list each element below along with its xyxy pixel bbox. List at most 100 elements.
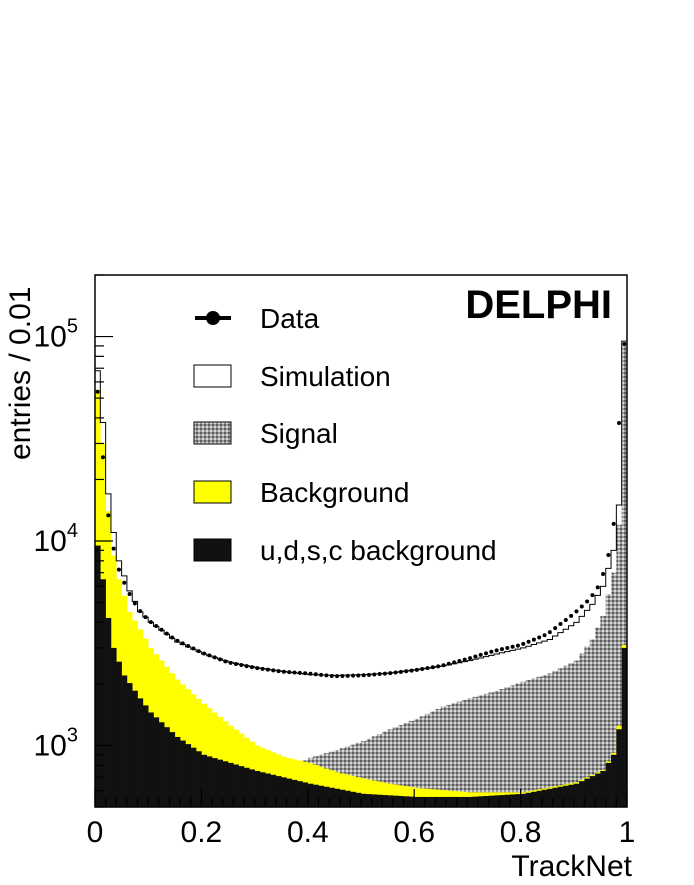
data-point	[494, 648, 499, 653]
udsc-background-bin	[478, 796, 484, 807]
y-axis: 103 104 105	[34, 274, 113, 808]
simulation-bin	[291, 672, 298, 807]
udsc-background-bin	[499, 795, 505, 807]
data-point	[159, 627, 164, 632]
data-point	[579, 604, 584, 609]
udsc-background-bin	[504, 794, 511, 807]
data-point	[186, 643, 191, 648]
legend-label: u,d,s,c background	[260, 535, 497, 566]
signal-bin	[536, 676, 543, 807]
signal-bin	[504, 687, 511, 807]
data-point	[319, 672, 324, 677]
udsc-background-bin	[536, 790, 543, 807]
udsc-background-bin	[174, 736, 181, 807]
signal-bin	[371, 736, 378, 807]
simulation-bin	[259, 668, 266, 807]
data-point	[276, 669, 281, 674]
signal-bin	[568, 663, 575, 807]
udsc-background-bin	[621, 647, 627, 807]
udsc-background-bin	[584, 778, 591, 807]
udsc-background-bin	[323, 786, 330, 807]
data-point	[547, 630, 552, 635]
data-point	[563, 617, 568, 622]
data-point	[228, 660, 233, 665]
udsc-background-bin	[451, 796, 458, 807]
data-point	[574, 609, 579, 614]
background-bin	[376, 781, 383, 807]
x-axis-title: TrackNet	[511, 850, 632, 883]
data-point	[265, 667, 270, 672]
data-point	[420, 667, 425, 672]
data-point	[345, 673, 350, 678]
udsc-background-bin	[233, 764, 239, 807]
udsc-background-bin	[153, 717, 160, 807]
udsc-background-bin	[515, 794, 521, 807]
signal-bin	[563, 665, 569, 807]
legend-swatch	[193, 421, 232, 445]
simulation-bin	[334, 675, 341, 807]
data-point	[515, 643, 520, 648]
udsc-background-bin	[605, 762, 612, 807]
signal-bin	[376, 734, 383, 807]
data-point	[132, 601, 137, 606]
data-point	[170, 635, 175, 640]
simulation-bin	[307, 674, 314, 807]
data-point	[366, 672, 371, 677]
udsc-background-bin	[430, 796, 436, 807]
signal-bin	[515, 683, 521, 807]
data-point	[340, 674, 345, 679]
data-point	[441, 663, 446, 668]
data-point	[606, 553, 611, 558]
udsc-background-bin	[350, 791, 356, 807]
background-bin	[366, 779, 372, 807]
data-point	[303, 671, 308, 676]
legend-data-marker	[206, 311, 220, 325]
signal-bin	[408, 720, 415, 807]
udsc-background-bin	[568, 784, 575, 807]
legend-item-open: Simulation	[193, 361, 391, 392]
udsc-background-bin	[228, 762, 234, 807]
signal-bin	[387, 729, 394, 807]
data-point	[239, 663, 244, 668]
udsc-background-bin	[456, 796, 463, 807]
legend-swatch	[193, 538, 232, 562]
data-point	[233, 661, 238, 666]
signal-bin	[361, 741, 367, 807]
data-point	[414, 667, 419, 672]
legend-item-hatched: Signal	[193, 418, 338, 449]
simulation-bin	[243, 665, 250, 807]
data-point	[335, 674, 340, 679]
simulation-bin	[254, 667, 261, 807]
udsc-background-bin	[196, 751, 202, 807]
data-point	[446, 661, 451, 666]
udsc-background-bin	[185, 744, 192, 807]
legend-swatch	[193, 480, 232, 504]
udsc-background-bin	[419, 796, 426, 807]
udsc-background-bin	[398, 796, 404, 807]
background-bin	[355, 777, 362, 807]
udsc-background-bin	[541, 789, 548, 807]
data-point	[425, 666, 430, 671]
data-point	[473, 654, 478, 659]
simulation-bin	[265, 669, 271, 807]
udsc-background-bin	[483, 796, 489, 807]
simulation-bin	[313, 674, 319, 807]
signal-bin	[366, 738, 372, 807]
udsc-background-bin	[563, 785, 569, 807]
signal-bin	[350, 744, 356, 807]
data-point	[377, 672, 382, 677]
data-point	[409, 668, 414, 673]
data-point	[207, 653, 212, 658]
data-point	[106, 513, 111, 518]
udsc-background-bin	[281, 777, 287, 807]
simulation-bin	[323, 675, 330, 807]
y-tick-label: 104	[34, 520, 79, 558]
signal-bin	[557, 668, 564, 807]
udsc-background-bin	[100, 579, 106, 807]
udsc-background-bin	[616, 729, 622, 807]
data-point	[223, 659, 228, 664]
data-point	[164, 631, 169, 636]
data-point	[569, 613, 574, 618]
data-point	[244, 664, 249, 669]
udsc-background-bin	[547, 788, 553, 807]
